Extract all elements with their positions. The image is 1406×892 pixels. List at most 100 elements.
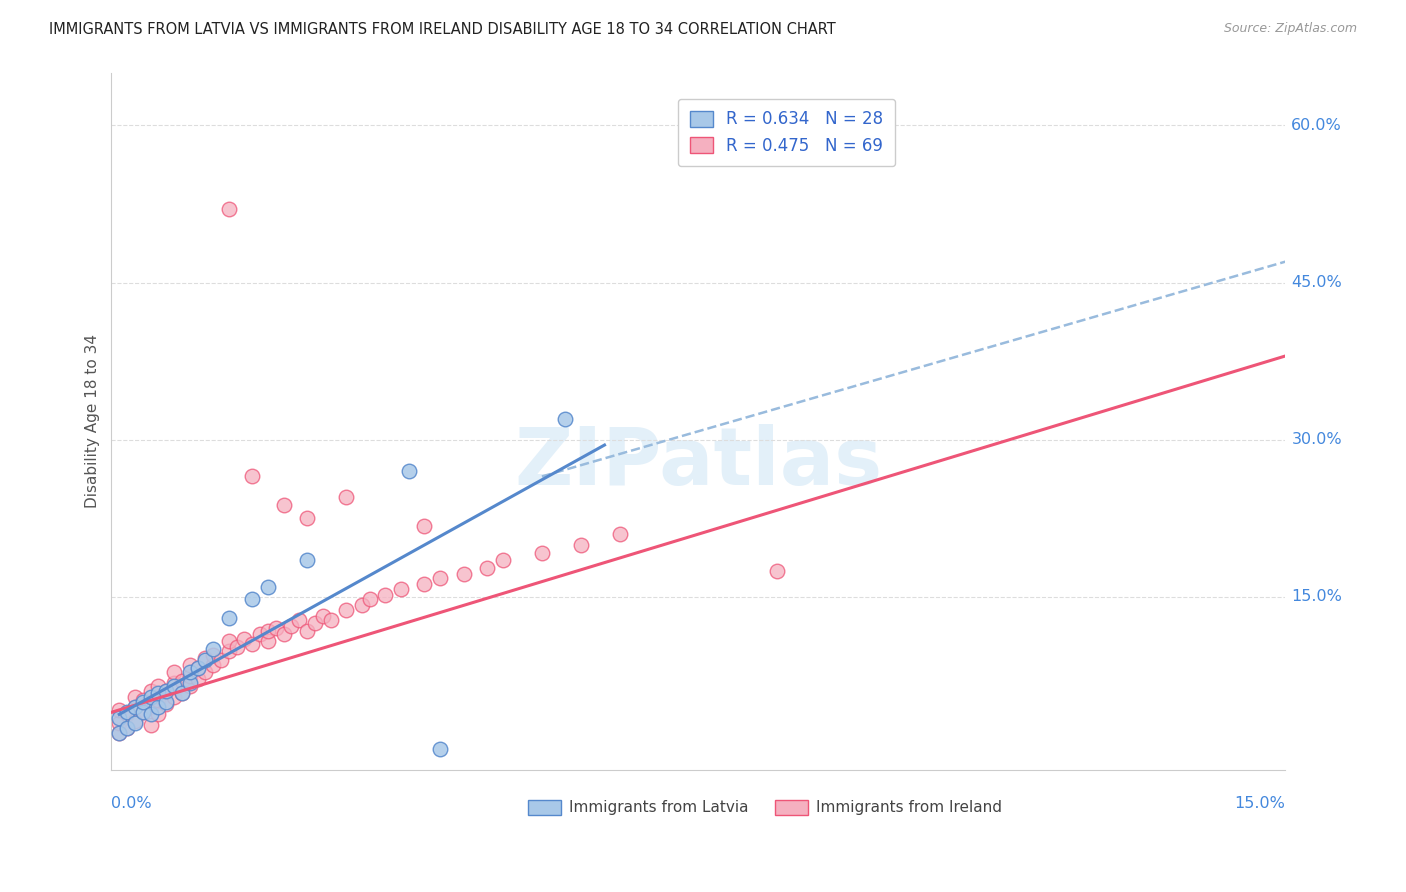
Point — [249, 626, 271, 640]
Text: 45.0%: 45.0% — [1291, 275, 1343, 290]
Point — [609, 527, 631, 541]
Point — [295, 511, 318, 525]
Point — [240, 469, 263, 483]
Point — [429, 742, 451, 756]
Point — [155, 684, 177, 698]
Point — [124, 700, 146, 714]
Point — [115, 707, 138, 722]
Point — [554, 412, 576, 426]
Point — [453, 566, 475, 581]
Point — [179, 676, 201, 690]
Point — [148, 679, 170, 693]
Point — [124, 714, 146, 728]
Point — [273, 498, 295, 512]
Text: ZIPatlas: ZIPatlas — [515, 425, 883, 502]
Point — [108, 710, 131, 724]
Text: 0.0%: 0.0% — [111, 797, 152, 811]
Point — [218, 634, 240, 648]
Text: IMMIGRANTS FROM LATVIA VS IMMIGRANTS FROM IRELAND DISABILITY AGE 18 TO 34 CORREL: IMMIGRANTS FROM LATVIA VS IMMIGRANTS FRO… — [49, 22, 837, 37]
Point — [132, 706, 155, 720]
Point — [139, 690, 162, 704]
Point — [492, 553, 515, 567]
Point — [240, 592, 263, 607]
Legend: R = 0.634   N = 28, R = 0.475   N = 69: R = 0.634 N = 28, R = 0.475 N = 69 — [678, 99, 896, 167]
Point — [132, 706, 155, 720]
Y-axis label: Disability Age 18 to 34: Disability Age 18 to 34 — [86, 334, 100, 508]
Point — [139, 684, 162, 698]
Point — [273, 626, 295, 640]
Point — [139, 718, 162, 732]
Point — [304, 616, 326, 631]
Point — [186, 661, 208, 675]
Point — [148, 686, 170, 700]
Point — [108, 726, 131, 740]
Point — [389, 582, 412, 596]
Text: 30.0%: 30.0% — [1291, 433, 1341, 447]
Point — [163, 676, 186, 690]
Bar — [775, 800, 807, 815]
Point — [335, 491, 357, 505]
Point — [218, 644, 240, 658]
Point — [148, 707, 170, 722]
Point — [359, 592, 381, 607]
Point — [350, 599, 373, 613]
Point — [115, 721, 138, 735]
Point — [115, 706, 138, 720]
Point — [225, 640, 247, 655]
Point — [155, 697, 177, 711]
Point — [569, 538, 592, 552]
Text: 60.0%: 60.0% — [1291, 118, 1343, 133]
Point — [179, 658, 201, 673]
Point — [202, 648, 225, 662]
Point — [295, 624, 318, 638]
Point — [108, 715, 131, 730]
Point — [124, 715, 146, 730]
Point — [139, 700, 162, 714]
Point — [319, 613, 342, 627]
Point — [148, 692, 170, 706]
Point — [170, 686, 193, 700]
Point — [115, 721, 138, 735]
Text: Immigrants from Ireland: Immigrants from Ireland — [815, 800, 1002, 815]
Point — [218, 202, 240, 217]
Point — [179, 668, 201, 682]
Point — [170, 673, 193, 688]
Point — [139, 707, 162, 722]
Point — [163, 665, 186, 680]
Point — [186, 661, 208, 675]
Point — [218, 611, 240, 625]
Point — [374, 588, 396, 602]
Point — [257, 624, 280, 638]
Point — [264, 622, 287, 636]
Point — [288, 613, 311, 627]
Point — [475, 560, 498, 574]
Point — [163, 690, 186, 704]
Text: Immigrants from Latvia: Immigrants from Latvia — [569, 800, 749, 815]
Point — [132, 695, 155, 709]
Point — [108, 726, 131, 740]
Point — [132, 692, 155, 706]
Point — [194, 650, 217, 665]
Point — [530, 546, 553, 560]
Point — [765, 564, 787, 578]
Point — [148, 700, 170, 714]
Point — [108, 703, 131, 717]
Point — [124, 690, 146, 704]
Point — [163, 679, 186, 693]
Text: 15.0%: 15.0% — [1291, 590, 1343, 605]
Point — [179, 679, 201, 693]
Text: 15.0%: 15.0% — [1234, 797, 1285, 811]
Point — [202, 658, 225, 673]
Point — [257, 580, 280, 594]
Point — [240, 637, 263, 651]
Point — [413, 518, 436, 533]
Point — [202, 642, 225, 657]
Point — [170, 686, 193, 700]
Point — [155, 684, 177, 698]
Point — [209, 653, 232, 667]
Point — [194, 665, 217, 680]
Point — [155, 695, 177, 709]
Point — [233, 632, 256, 646]
Point — [186, 672, 208, 686]
Bar — [529, 800, 561, 815]
